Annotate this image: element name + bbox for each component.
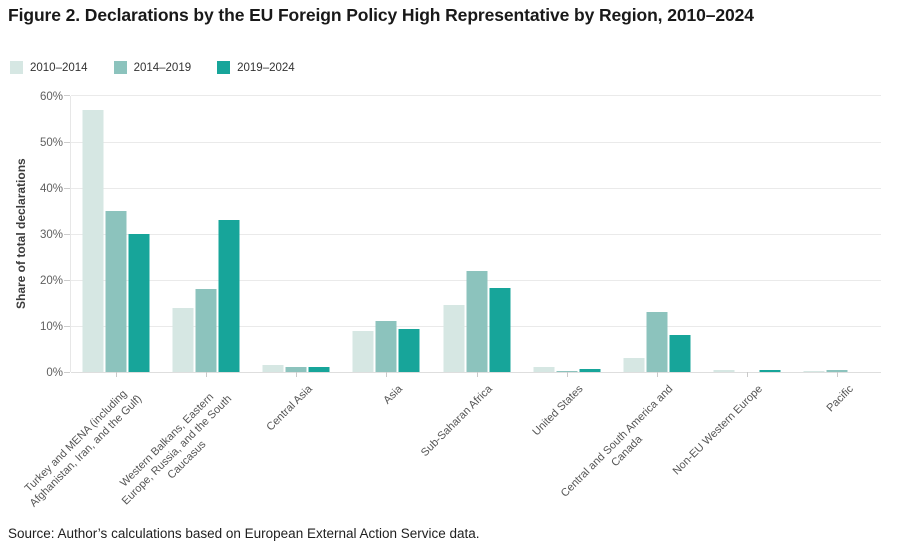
x-tick-label: Pacific	[824, 383, 856, 415]
bar	[826, 369, 848, 372]
x-tick-mark	[386, 372, 388, 377]
bar	[669, 335, 691, 372]
x-tick-mark	[566, 372, 568, 377]
bar	[398, 329, 420, 372]
y-tick-label: 40%	[39, 182, 63, 195]
x-tick-label: Asia	[381, 383, 405, 407]
bar	[556, 370, 578, 372]
bar	[285, 366, 307, 372]
legend: 2010–2014 2014–2019 2019–2024	[10, 61, 295, 74]
legend-label: 2010–2014	[30, 61, 88, 74]
gridline	[71, 234, 881, 235]
bar-group	[262, 365, 330, 372]
legend-swatch-icon	[10, 61, 23, 74]
y-tick-label: 20%	[39, 274, 63, 287]
x-tick-label: Central and South America and Canada	[558, 383, 676, 500]
gridline	[71, 372, 881, 373]
bar	[533, 366, 555, 372]
source-note: Source: Author’s calculations based on E…	[8, 526, 480, 541]
bar-group	[443, 270, 510, 372]
bar	[352, 330, 374, 372]
bar-group	[352, 320, 420, 372]
legend-label: 2014–2019	[133, 61, 192, 74]
y-tick-mark	[64, 95, 70, 96]
y-tick-mark	[64, 280, 70, 281]
x-tick-label: Central Asia	[264, 383, 315, 434]
y-tick-label: 0%	[46, 366, 63, 379]
legend-item: 2014–2019	[113, 61, 192, 74]
bar-group	[803, 369, 870, 372]
legend-swatch-icon	[217, 61, 231, 74]
x-tick-mark	[206, 372, 208, 377]
y-tick-label: 10%	[39, 320, 63, 333]
bar	[375, 320, 397, 372]
bar	[803, 370, 825, 372]
chart-title: Figure 2. Declarations by the EU Foreign…	[8, 5, 754, 25]
legend-label: 2019–2024	[237, 61, 295, 74]
y-tick-mark	[64, 234, 70, 235]
x-tick-mark	[656, 372, 658, 377]
bar	[172, 307, 194, 372]
gridline	[71, 95, 881, 96]
plot-area: 0% 10% 20% 30% 40% 50% 60% Turkey and MENA (inc…	[23, 91, 881, 509]
bar	[195, 289, 217, 372]
bar-group	[172, 220, 240, 372]
y-tick-mark	[64, 142, 70, 143]
bar-group	[623, 312, 691, 372]
x-tick-mark	[746, 372, 748, 377]
y-tick-mark	[64, 326, 70, 327]
bar	[105, 211, 127, 372]
legend-item: 2019–2024	[217, 61, 295, 74]
bar	[713, 369, 735, 372]
bar	[466, 270, 487, 372]
bar	[489, 288, 510, 372]
bar	[623, 358, 645, 372]
bar-group	[533, 366, 601, 372]
y-tick-label: 60%	[39, 90, 63, 103]
y-tick-mark	[64, 188, 70, 189]
x-tick-label: Sub-Saharan Africa	[419, 383, 495, 459]
bar	[262, 365, 284, 372]
gridline	[71, 188, 881, 189]
x-tick-mark	[476, 372, 478, 377]
y-tick-mark	[64, 372, 70, 373]
gridline	[71, 142, 881, 143]
x-tick-mark	[116, 372, 118, 377]
legend-item: 2010–2014	[10, 61, 88, 74]
x-tick-label: Non-EU Western Europe	[670, 383, 766, 478]
bar-group	[82, 109, 150, 372]
bar	[308, 366, 330, 372]
bar	[82, 109, 104, 372]
bar	[579, 368, 601, 372]
x-tick-mark	[836, 372, 838, 377]
bar	[443, 305, 464, 372]
bar	[128, 234, 150, 372]
bar	[759, 369, 781, 372]
legend-swatch-icon	[113, 61, 127, 74]
y-tick-label: 30%	[39, 228, 63, 241]
y-axis-title: Share of total declarations	[14, 158, 28, 310]
bar-group	[713, 369, 781, 372]
y-tick-label: 50%	[39, 136, 63, 149]
bar	[646, 312, 668, 372]
x-tick-label: United States	[529, 383, 586, 439]
x-tick-mark	[296, 372, 298, 377]
bar	[218, 220, 240, 372]
